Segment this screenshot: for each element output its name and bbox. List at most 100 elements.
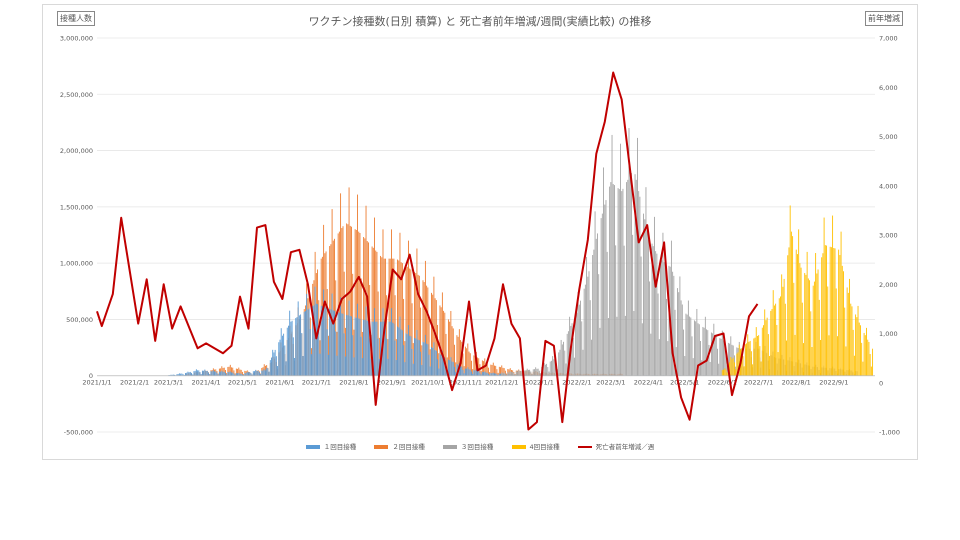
bar-2 xyxy=(363,237,365,376)
bar-2 xyxy=(394,295,396,376)
bar-4 xyxy=(823,217,825,376)
bar-1 xyxy=(271,357,272,376)
bar-4 xyxy=(851,306,853,376)
legend-label-dose1: １回目接種 xyxy=(323,443,357,451)
bar-3 xyxy=(656,253,658,376)
bar-1 xyxy=(492,372,494,376)
bar-1 xyxy=(437,359,438,376)
bar-3 xyxy=(698,324,700,376)
bar-2 xyxy=(372,247,374,376)
bar-3 xyxy=(510,371,512,376)
x-tick-label: 2021/2/1 xyxy=(120,379,149,387)
bar-3 xyxy=(673,275,675,376)
bar-2 xyxy=(469,353,471,376)
bar-4 xyxy=(800,267,802,376)
bar-1 xyxy=(441,350,443,376)
bar-4 xyxy=(803,343,804,376)
bar-4 xyxy=(743,366,745,376)
bar-3 xyxy=(529,369,531,376)
bar-2 xyxy=(399,232,401,376)
bar-2 xyxy=(229,364,231,376)
bar-3 xyxy=(509,371,511,376)
bar-4 xyxy=(830,247,832,376)
bar-1 xyxy=(454,366,455,376)
bar-2 xyxy=(383,258,385,376)
bar-3 xyxy=(660,259,661,376)
bar-4 xyxy=(782,286,784,376)
bar-3 xyxy=(717,348,718,376)
bar-3 xyxy=(615,245,617,376)
bar-2 xyxy=(503,368,505,376)
bar-2 xyxy=(355,229,357,376)
bar-4 xyxy=(862,361,864,376)
bar-1 xyxy=(189,371,191,376)
bar-1 xyxy=(188,372,190,376)
bar-1 xyxy=(225,373,226,376)
bar-1 xyxy=(315,303,317,376)
bar-2 xyxy=(234,373,236,376)
bar-4 xyxy=(764,309,766,376)
bar-1 xyxy=(307,309,309,376)
bar-1 xyxy=(338,312,340,376)
bar-1 xyxy=(400,329,402,376)
bar-1 xyxy=(325,307,327,376)
bar-3 xyxy=(583,288,585,376)
x-tick-label: 2021/6/1 xyxy=(265,379,294,387)
bar-2 xyxy=(452,328,454,376)
x-tick-label: 2022/1/1 xyxy=(525,379,554,387)
bar-3 xyxy=(538,370,540,376)
bar-2 xyxy=(244,370,246,376)
bar-1 xyxy=(496,374,498,376)
bar-1 xyxy=(348,300,350,376)
bar-2 xyxy=(414,272,415,376)
bar-1 xyxy=(351,316,352,376)
bar-1 xyxy=(249,372,251,376)
bar-4 xyxy=(746,343,747,376)
bar-2 xyxy=(433,276,435,376)
bar-1 xyxy=(415,338,417,376)
bar-1 xyxy=(377,338,379,376)
bar-2 xyxy=(494,365,495,376)
bar-1 xyxy=(401,330,403,376)
bar-3 xyxy=(544,364,546,376)
bar-3 xyxy=(589,300,591,376)
bar-1 xyxy=(455,371,457,376)
right-axis-title: 前年増減 xyxy=(865,11,903,26)
bar-3 xyxy=(508,372,510,376)
bar-1 xyxy=(288,325,289,376)
bar-1 xyxy=(342,313,344,376)
bar-1 xyxy=(357,303,358,376)
bar-4 xyxy=(735,369,737,376)
bar-4 xyxy=(792,236,794,376)
bar-2 xyxy=(380,255,382,376)
bar-4 xyxy=(787,255,789,376)
bar-1 xyxy=(478,371,480,376)
bar-2 xyxy=(467,343,469,376)
bar-4 xyxy=(850,303,852,376)
bar-1 xyxy=(181,373,183,376)
legend: １回目接種 ２回目接種 ３回目接種 4回目接種 死亡者前年増減／週 xyxy=(43,441,917,451)
y2-tick-label: 4,000 xyxy=(879,182,898,190)
legend-label-dose4: 4回目接種 xyxy=(529,443,560,451)
bar-1 xyxy=(475,369,477,376)
bar-2 xyxy=(347,224,349,376)
legend-item-dose4: 4回目接種 xyxy=(511,441,560,451)
bar-1 xyxy=(435,350,437,376)
bar-1 xyxy=(295,318,297,376)
bar-1 xyxy=(238,372,240,376)
bar-3 xyxy=(646,230,648,376)
bar-3 xyxy=(587,276,589,376)
bar-3 xyxy=(707,330,709,376)
bar-3 xyxy=(547,367,549,376)
chart-frame: 3,000,000 2,500,000 2,000,000 1,500,000 1,00… xyxy=(42,4,918,460)
bar-4 xyxy=(872,348,874,376)
x-tick-label: 2021/8/1 xyxy=(339,379,368,387)
bar-1 xyxy=(211,371,213,376)
bar-3 xyxy=(576,312,578,376)
bar-1 xyxy=(422,341,424,376)
bar-1 xyxy=(172,374,174,376)
bar-3 xyxy=(520,370,522,376)
bar-1 xyxy=(275,356,277,376)
bar-3 xyxy=(709,361,711,376)
bar-3 xyxy=(592,255,594,376)
